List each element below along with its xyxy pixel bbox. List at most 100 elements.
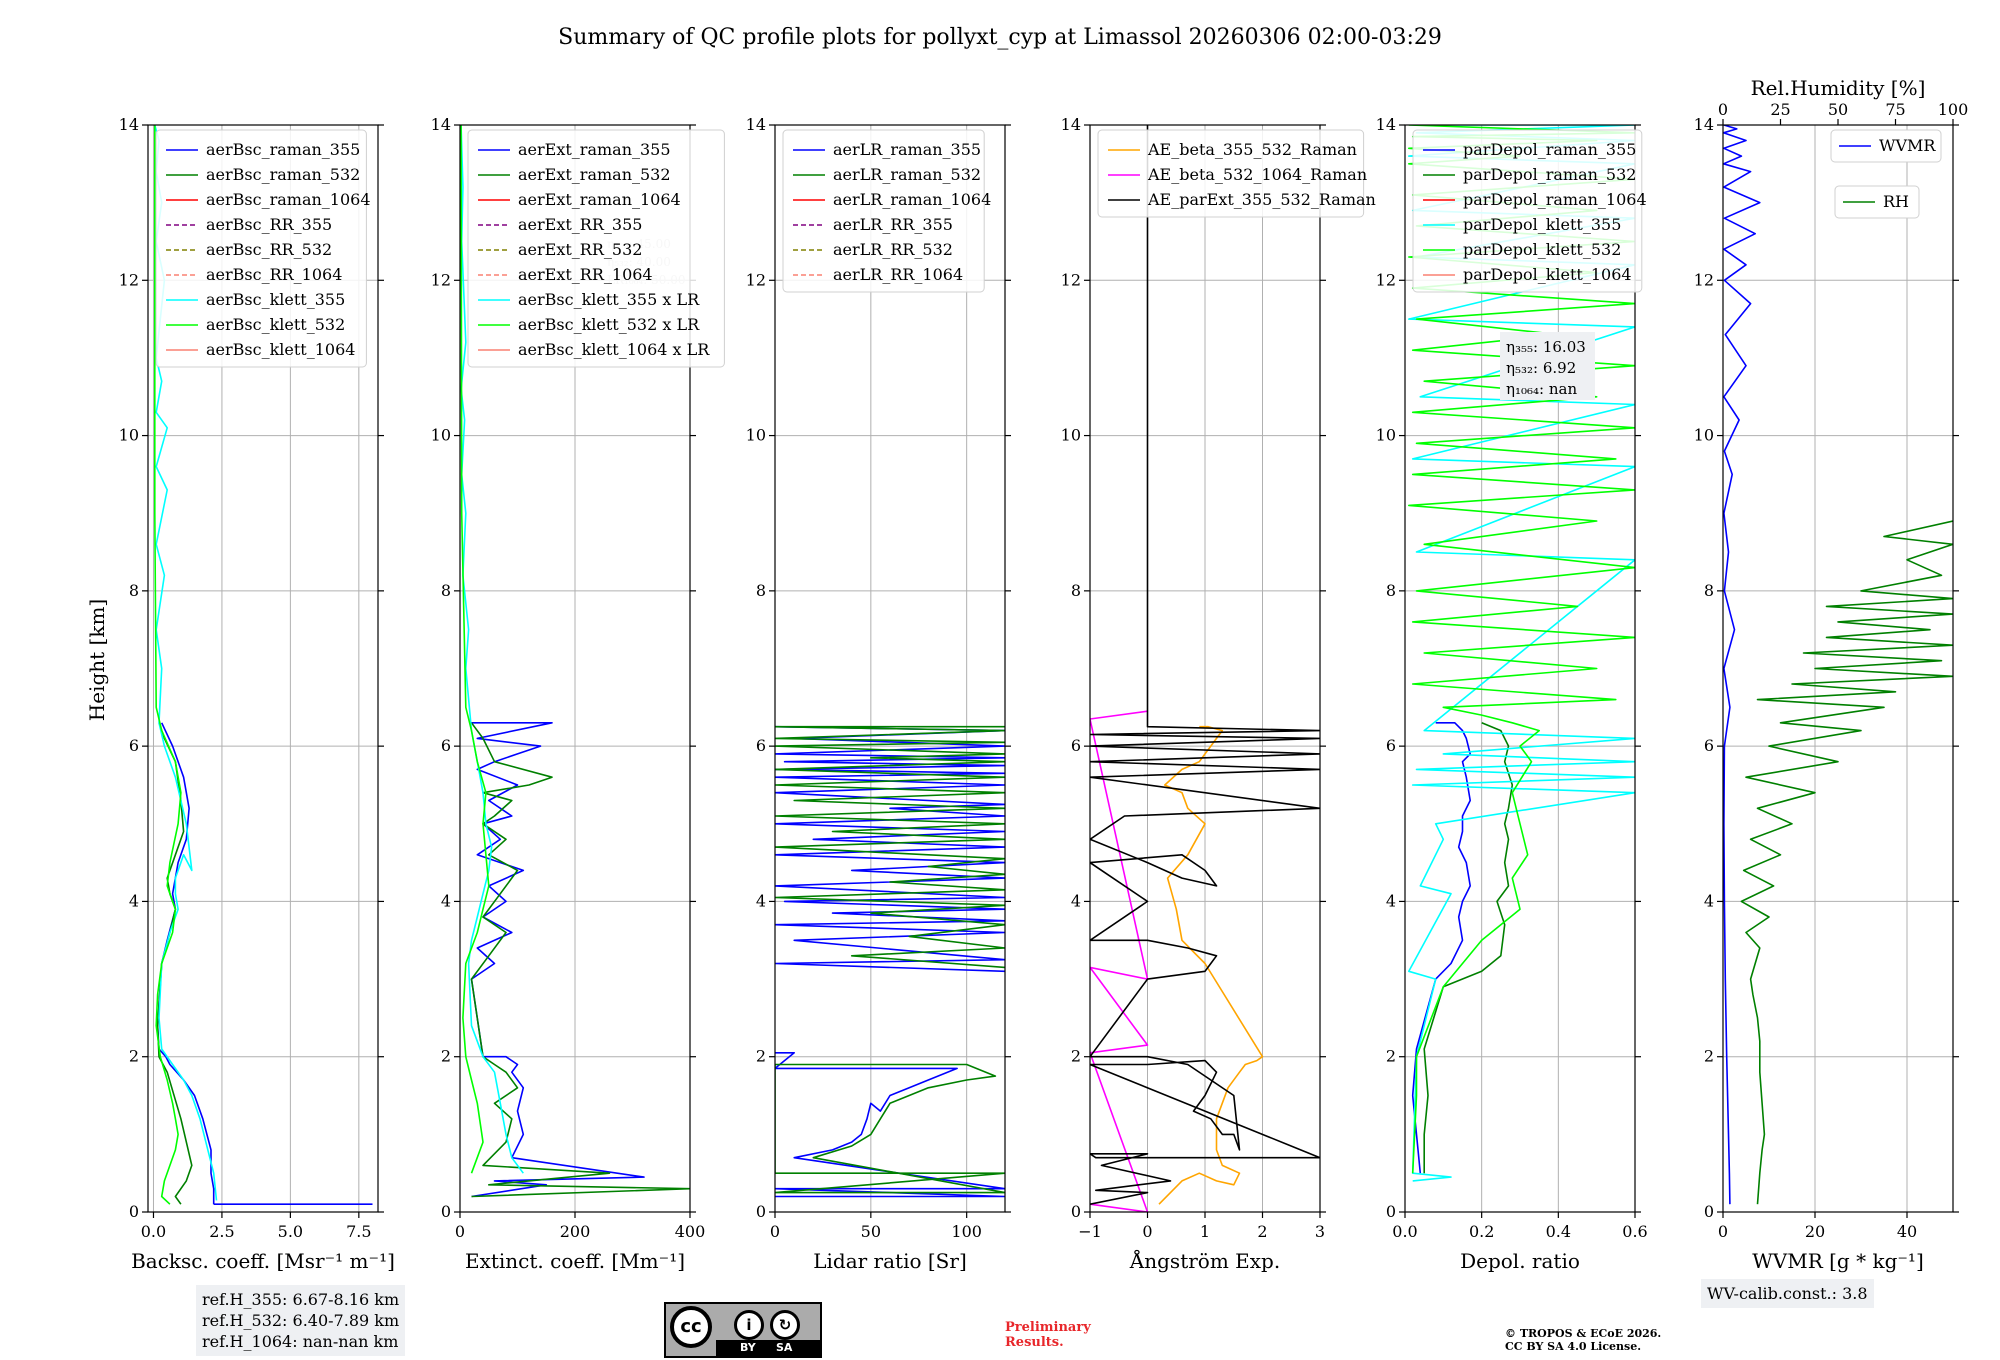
y-tick-label: 8 (129, 581, 139, 600)
x-tick-label: 1 (1200, 1222, 1210, 1241)
y-tick-label: 10 (1061, 426, 1081, 445)
top-x-tick-label: 0 (1718, 100, 1728, 119)
x-tick-label: 20 (1805, 1222, 1825, 1241)
y-tick-label: 14 (1694, 115, 1714, 134)
legend-label: AE_beta_532_1064_Raman (1147, 165, 1367, 184)
y-tick-label: 14 (1376, 115, 1396, 134)
eta-value: η₁₀₆₄: nan (1506, 380, 1577, 398)
panel-depol: 0.0 0.2 0.4 0.6 0 2 4 6 8 10 12 14 Depol. ratio parDe… (1376, 115, 1648, 1273)
y-tick-label: 2 (1386, 1047, 1396, 1066)
legend-label: RH (1883, 192, 1909, 211)
y-tick-label: 4 (1386, 891, 1396, 910)
legend-label: aerBsc_RR_532 (206, 240, 332, 259)
legend-label: aerExt_raman_355 (518, 140, 671, 159)
legend-label: WVMR (1879, 136, 1936, 155)
x-tick-label: 0.4 (1546, 1222, 1571, 1241)
legend-label: aerBsc_klett_532 (206, 315, 345, 334)
y-tick-label: 0 (756, 1202, 766, 1221)
y-tick-label: 6 (1386, 736, 1396, 755)
x-tick-label: 2.5 (209, 1222, 234, 1241)
legend-label: aerExt_raman_1064 (518, 190, 681, 209)
legend-label: aerBsc_klett_1064 (206, 340, 355, 359)
y-tick-label: 14 (1061, 115, 1081, 134)
x-tick-label: 40 (1897, 1222, 1917, 1241)
x-tick-label: 0 (1718, 1222, 1728, 1241)
y-tick-label: 2 (1071, 1047, 1081, 1066)
x-tick-label: 2 (1257, 1222, 1267, 1241)
y-tick-label: 6 (756, 736, 766, 755)
eta-value: η₃₅₅: 16.03 (1506, 338, 1586, 356)
x-tick-label: 5.0 (278, 1222, 303, 1241)
eta-value: η₅₃₂: 6.92 (1506, 359, 1576, 377)
plot-frame (1404, 124, 1636, 1213)
legend-label: parDepol_raman_1064 (1463, 190, 1647, 209)
legend-label: aerBsc_RR_355 (206, 215, 332, 234)
series-aerBsc_klett_532 (154, 125, 182, 1205)
y-tick-label: 0 (129, 1202, 139, 1221)
y-tick-label: 8 (1071, 581, 1081, 600)
x-axis-label: Backsc. coeff. [Msr⁻¹ m⁻¹] (131, 1249, 395, 1273)
x-tick-label: −1 (1078, 1222, 1102, 1241)
y-tick-label: 8 (1704, 581, 1714, 600)
plot-frame (1722, 124, 1954, 1213)
series-RH (1740, 520, 1953, 1205)
series-group (1090, 125, 1320, 1212)
x-axis-label: Lidar ratio [Sr] (813, 1249, 967, 1273)
series-aerExt_raman_532 (470, 722, 690, 1198)
series-parDepol_raman_355 (1411, 721, 1471, 1174)
x-tick-label: 0.0 (141, 1222, 166, 1241)
series-AE_beta_532_1064_Raman (1090, 710, 1149, 1212)
y-tick-label: 10 (431, 426, 451, 445)
ref-height-1064: ref.H_1064: nan-nan km (202, 1332, 399, 1351)
series-aerBsc_klett_532 x LR (460, 125, 490, 1174)
panel-bsc: 0.0 2.5 5.0 7.5 0 2 4 6 8 10 12 14 Backsc. coeff. [M… (119, 115, 395, 1273)
legend-label: AE_beta_355_532_Raman (1147, 140, 1357, 159)
legend-box (467, 129, 725, 368)
x-axis-label: WVMR [g * kg⁻¹] (1752, 1249, 1924, 1273)
x-tick-label: 3 (1315, 1222, 1325, 1241)
legend-box (155, 129, 367, 368)
legend: aerLR_raman_355 aerLR_raman_532 aerLR_rama… (782, 129, 991, 293)
y-tick-label: 4 (129, 891, 139, 910)
y-tick-label: 6 (1704, 736, 1714, 755)
reference-height-box: ref.H_355: 6.67-8.16 km ref.H_532: 6.40-… (196, 1285, 406, 1356)
legend-box (1834, 185, 1920, 219)
series-aerExt_raman_355 (470, 721, 645, 1198)
y-tick-label: 12 (119, 270, 139, 289)
series-WVMR (1723, 125, 1761, 1205)
x-tick-label: 100 (951, 1222, 982, 1241)
y-tick-label: 0 (1704, 1202, 1714, 1221)
x-tick-label: 200 (560, 1222, 591, 1241)
y-tick-label: 12 (1376, 270, 1396, 289)
legend-label: aerLR_raman_1064 (833, 190, 991, 209)
ref-height-355: ref.H_355: 6.67-8.16 km (202, 1290, 400, 1309)
legend-box (782, 129, 985, 293)
y-tick-label: 10 (1694, 426, 1714, 445)
legend-label: AE_parExt_355_532_Raman (1147, 190, 1376, 209)
legend-label: aerBsc_klett_355 (206, 290, 345, 309)
y-tick-label: 4 (756, 891, 766, 910)
x-tick-label: 0 (770, 1222, 780, 1241)
top-x-tick-label: 75 (1885, 100, 1905, 119)
series-group (1723, 125, 1953, 1205)
y-tick-label: 8 (441, 581, 451, 600)
series-AE_parExt_355_532_Raman (1090, 125, 1320, 1205)
figure-title: Summary of QC profile plots for pollyxt_… (558, 25, 1442, 50)
panel-ext: 0 200 400 0 2 4 6 8 10 12 14 Extinct. coeff. [Mm⁻¹]… (431, 115, 725, 1273)
y-tick-label: 12 (1694, 270, 1714, 289)
legend-label: parDepol_klett_1064 (1463, 265, 1632, 284)
cc-license-badge: cc i ↻ BY SA (664, 1302, 822, 1358)
legend-label: aerBsc_RR_1064 (206, 265, 342, 284)
y-tick-label: 2 (441, 1047, 451, 1066)
x-axis-label: Depol. ratio (1460, 1249, 1580, 1273)
y-tick-label: 10 (1376, 426, 1396, 445)
y-tick-label: 6 (1071, 736, 1081, 755)
series-group (460, 125, 690, 1198)
legend-label: aerBsc_klett_355 x LR (518, 290, 700, 309)
series-aerLR_mid_532 (775, 725, 1005, 969)
copyright-note: © TROPOS & ECoE 2026. CC BY SA 4.0 Licen… (1505, 1327, 1661, 1353)
y-tick-label: 0 (441, 1202, 451, 1221)
top-axis-label: Rel.Humidity [%] (1751, 76, 1926, 100)
cc-badge-band: BY SA (716, 1340, 820, 1356)
